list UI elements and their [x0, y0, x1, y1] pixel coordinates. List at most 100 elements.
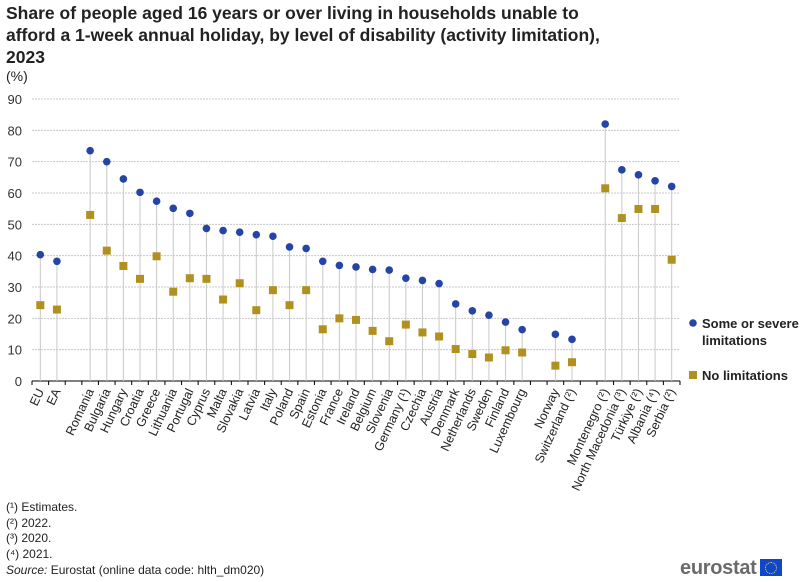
- point-some-or-severe-limitations: [634, 171, 643, 179]
- legend-marker-square: [689, 371, 697, 379]
- point-some-or-severe-limitations: [451, 300, 460, 308]
- legend-label: No limitations: [702, 368, 788, 383]
- point-some-or-severe-limitations: [302, 244, 310, 253]
- point-some-or-severe-limitations: [352, 263, 360, 271]
- point-no-limitations: [352, 315, 360, 324]
- point-no-limitations: [36, 301, 45, 310]
- point-no-limitations: [335, 314, 344, 323]
- point-some-or-severe-limitations: [136, 188, 144, 197]
- eurostat-logo: eurostat: [680, 557, 782, 580]
- point-no-limitations: [136, 274, 144, 283]
- point-no-limitations: [518, 348, 527, 357]
- point-some-or-severe-limitations: [468, 307, 477, 315]
- point-no-limitations: [252, 306, 261, 315]
- point-no-limitations: [651, 204, 660, 213]
- y-tick-label: 30: [8, 280, 22, 295]
- point-no-limitations: [219, 295, 228, 304]
- y-tick-label: 90: [8, 92, 22, 107]
- point-no-limitations: [368, 326, 377, 335]
- point-no-limitations: [601, 184, 610, 193]
- source-note: Source: Eurostat (online data code: hlth…: [6, 563, 264, 577]
- y-tick-label: 60: [8, 186, 22, 201]
- point-some-or-severe-limitations: [385, 266, 394, 274]
- point-some-or-severe-limitations: [368, 265, 377, 274]
- point-some-or-severe-limitations: [102, 157, 111, 166]
- point-some-or-severe-limitations: [518, 325, 526, 334]
- logo-text: eurostat: [680, 557, 757, 579]
- point-no-limitations: [52, 305, 61, 314]
- point-some-or-severe-limitations: [435, 279, 443, 288]
- point-no-limitations: [152, 252, 161, 261]
- point-no-limitations: [169, 287, 178, 296]
- point-some-or-severe-limitations: [618, 166, 626, 174]
- y-tick-label: 0: [15, 374, 22, 389]
- point-no-limitations: [418, 328, 427, 337]
- point-no-limitations: [634, 204, 643, 213]
- point-some-or-severe-limitations: [269, 232, 277, 241]
- source-text: Eurostat (online data code: hlth_dm020): [47, 563, 265, 577]
- y-axis-label: (%): [6, 68, 28, 84]
- footnote: (³) 2020.: [6, 531, 52, 545]
- point-some-or-severe-limitations: [53, 257, 61, 266]
- legend-marker-circle: [689, 319, 697, 327]
- point-some-or-severe-limitations: [667, 182, 676, 191]
- footnote: (¹) Estimates.: [6, 500, 78, 514]
- point-some-or-severe-limitations: [285, 243, 294, 251]
- x-tick-label: EU: [27, 386, 47, 408]
- point-no-limitations: [401, 320, 410, 329]
- point-no-limitations: [617, 214, 626, 223]
- point-no-limitations: [268, 286, 277, 295]
- point-no-limitations: [119, 262, 128, 271]
- point-no-limitations: [86, 210, 95, 219]
- y-tick-label: 10: [8, 343, 22, 358]
- point-no-limitations: [484, 353, 493, 362]
- point-some-or-severe-limitations: [485, 311, 493, 320]
- point-some-or-severe-limitations: [86, 146, 94, 155]
- point-some-or-severe-limitations: [202, 224, 211, 233]
- point-some-or-severe-limitations: [219, 226, 227, 235]
- legend-label: Some or severe limitations: [702, 316, 799, 348]
- y-tick-label: 50: [8, 217, 22, 232]
- point-some-or-severe-limitations: [551, 330, 560, 339]
- point-no-limitations: [102, 246, 111, 255]
- point-some-or-severe-limitations: [601, 120, 610, 128]
- point-no-limitations: [435, 332, 444, 341]
- point-no-limitations: [285, 301, 294, 310]
- point-some-or-severe-limitations: [318, 257, 327, 266]
- point-no-limitations: [551, 361, 560, 370]
- point-no-limitations: [568, 358, 576, 367]
- point-some-or-severe-limitations: [335, 261, 344, 270]
- point-some-or-severe-limitations: [418, 276, 427, 285]
- y-tick-label: 40: [8, 249, 22, 264]
- point-no-limitations: [202, 274, 211, 283]
- point-no-limitations: [235, 279, 244, 288]
- point-some-or-severe-limitations: [568, 335, 576, 344]
- point-some-or-severe-limitations: [36, 250, 45, 259]
- point-some-or-severe-limitations: [186, 209, 194, 218]
- point-some-or-severe-limitations: [235, 228, 244, 236]
- point-no-limitations: [385, 337, 394, 346]
- x-tick-label: EA: [44, 386, 64, 408]
- point-some-or-severe-limitations: [501, 318, 510, 326]
- eu-flag-icon: [759, 559, 782, 576]
- point-no-limitations: [468, 350, 477, 359]
- point-no-limitations: [302, 286, 311, 295]
- footnotes: (¹) Estimates. (²) 2022. (³) 2020. (⁴) 2…: [6, 500, 77, 562]
- point-some-or-severe-limitations: [119, 175, 128, 183]
- footnote: (²) 2022.: [6, 515, 52, 530]
- point-some-or-severe-limitations: [402, 274, 410, 283]
- point-no-limitations: [185, 274, 194, 283]
- y-tick-label: 20: [8, 311, 22, 326]
- point-some-or-severe-limitations: [169, 204, 178, 213]
- point-some-or-severe-limitations: [152, 197, 161, 205]
- source-label: Source:: [6, 563, 48, 577]
- point-no-limitations: [318, 325, 327, 334]
- point-no-limitations: [667, 255, 676, 264]
- chart-title: Share of people aged 16 years or over li…: [6, 3, 600, 67]
- point-no-limitations: [451, 345, 460, 354]
- y-tick-label: 80: [8, 123, 22, 138]
- footnote: (⁴) 2021.: [6, 546, 53, 561]
- y-tick-label: 70: [8, 155, 22, 170]
